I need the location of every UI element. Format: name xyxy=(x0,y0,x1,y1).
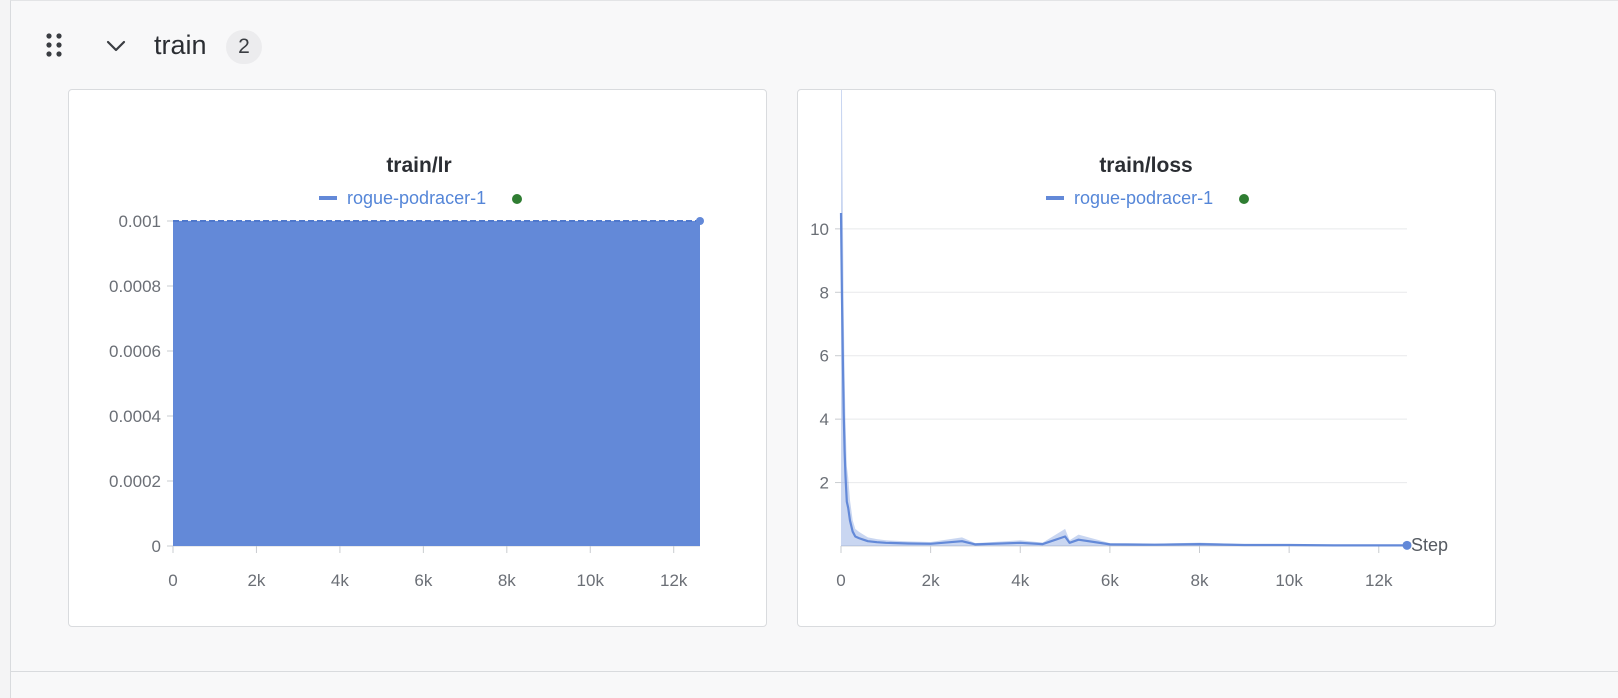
x-tick-label: 6k xyxy=(1101,571,1119,590)
last-point xyxy=(1402,540,1412,550)
x-tick-label: 12k xyxy=(1365,571,1393,590)
y-tick-label: 8 xyxy=(820,283,829,302)
x-tick-label: 2k xyxy=(922,571,940,590)
x-axis-title: Step xyxy=(1411,535,1448,555)
series-line xyxy=(839,212,1407,547)
y-axis: 2 4 6 8 10 xyxy=(810,220,841,493)
run-status-dot xyxy=(1239,194,1249,204)
legend-label: rogue-podracer-1 xyxy=(1074,188,1213,208)
series-area xyxy=(173,221,700,546)
x-tick-label: 2k xyxy=(247,571,265,590)
x-tick-label: 8k xyxy=(498,571,516,590)
chart-legend[interactable]: rogue-podracer-1 xyxy=(319,188,522,208)
y-axis: 0 0.0002 0.0004 0.0006 0.0008 0.001 xyxy=(109,212,173,556)
x-tick-label: 0 xyxy=(836,571,845,590)
y-tick-label: 0.001 xyxy=(118,212,161,231)
chart-legend[interactable]: rogue-podracer-1 xyxy=(1046,188,1249,208)
x-axis: 0 2k 4k 6k 8k 10k 12k xyxy=(836,545,1407,590)
y-tick-label: 0 xyxy=(152,537,161,556)
x-tick-label: 4k xyxy=(1011,571,1029,590)
next-section-strip xyxy=(10,672,1618,698)
y-tick-label: 0.0006 xyxy=(109,342,161,361)
legend-swatch xyxy=(319,196,337,200)
series-plot[interactable] xyxy=(839,90,1412,550)
y-tick-label: 0.0008 xyxy=(109,277,161,296)
y-tick-label: 0.0002 xyxy=(109,472,161,491)
drag-handle-icon[interactable] xyxy=(44,32,64,58)
last-point xyxy=(696,217,704,225)
chart-panel-train-lr[interactable]: train/lr rogue-podracer-1 0 0.0002 0.0004 0… xyxy=(68,89,767,627)
section-title[interactable]: train xyxy=(154,30,207,60)
x-tick-label: 0 xyxy=(168,571,177,590)
y-tick-label: 4 xyxy=(820,410,829,429)
x-tick-label: 10k xyxy=(577,571,605,590)
run-status-dot xyxy=(512,194,522,204)
x-axis: 0 2k 4k 6k 8k 10k 12k xyxy=(168,545,700,590)
lr-chart-svg: train/lr rogue-podracer-1 00.00020.00040… xyxy=(109,154,704,590)
legend-label: rogue-podracer-1 xyxy=(347,188,486,208)
series-plot[interactable] xyxy=(173,217,704,546)
grid-lines xyxy=(841,228,1407,484)
panel-count-badge: 2 xyxy=(226,30,262,64)
legend-swatch xyxy=(1046,196,1064,200)
x-tick-label: 4k xyxy=(331,571,349,590)
y-tick-label: 2 xyxy=(820,474,829,493)
y-tick-label: 0.0004 xyxy=(109,407,161,426)
y-tick-label: 6 xyxy=(820,347,829,366)
y-tick-label: 10 xyxy=(810,220,829,239)
x-tick-label: 8k xyxy=(1191,571,1209,590)
chevron-down-icon[interactable] xyxy=(104,34,128,58)
x-tick-label: 6k xyxy=(414,571,432,590)
chart-title: train/loss xyxy=(1099,154,1192,177)
chart-title: train/lr xyxy=(386,154,451,177)
loss-chart-svg: train/loss rogue-podracer-1 2 4 6 8 10 0 2k 4k… xyxy=(810,90,1448,590)
x-tick-label: 12k xyxy=(660,571,688,590)
chart-panel-train-loss[interactable]: train/loss rogue-podracer-1 2 4 6 8 10 0 2k 4k… xyxy=(797,89,1496,627)
x-tick-label: 10k xyxy=(1275,571,1303,590)
